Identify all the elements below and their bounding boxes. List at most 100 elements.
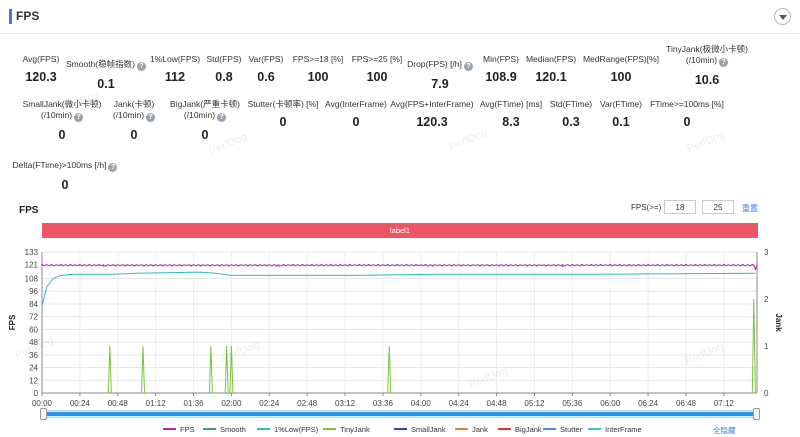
fps-point (751, 263, 754, 266)
fps-point (266, 264, 268, 267)
x-tick-label: 04:00 (411, 399, 432, 408)
stat-label: Avg(FPS) (22, 54, 60, 64)
stat-label: Avg(FPS+InterFrame) (390, 99, 474, 109)
stat-label: Jank(卡顿) (113, 99, 155, 109)
legend-item[interactable]: BigJank (498, 425, 542, 434)
legend-swatch (257, 428, 270, 430)
fps-point (441, 264, 444, 267)
fps-point (516, 264, 519, 267)
stat-label: 1%Low(FPS) (149, 54, 201, 64)
stat-label: Min(FPS) (483, 54, 519, 64)
stat-value: 0.3 (562, 115, 580, 129)
legend-item[interactable]: Smooth (203, 425, 246, 434)
stat-value: 100 (610, 70, 632, 84)
legend-item[interactable]: Stutter (543, 425, 582, 434)
x-tick-label: 05:36 (562, 399, 583, 408)
stat-value: 0 (352, 115, 360, 129)
fps-point (450, 264, 453, 267)
hide-all-button[interactable]: 全隐藏 (713, 426, 736, 435)
fps-point (69, 263, 72, 266)
panel-header: FPS (0, 0, 800, 34)
fps-point (105, 264, 107, 267)
fps-point (228, 264, 230, 267)
legend-swatch (498, 428, 511, 430)
slider-right-handle[interactable] (753, 408, 760, 420)
x-tick-label: 06:48 (676, 399, 697, 408)
y-tick-label: 133 (25, 248, 39, 257)
fps-point (60, 263, 62, 266)
slider-left-handle[interactable] (40, 408, 47, 420)
fps-threshold-input-1[interactable] (664, 200, 696, 214)
fps-point (722, 263, 725, 266)
legend-item[interactable]: FPS (163, 425, 195, 434)
fps-point (713, 263, 716, 266)
y-tick-label: 121 (25, 261, 39, 270)
help-icon[interactable] (719, 58, 729, 67)
stat-item: Median(FPS) 120.1 (481, 54, 621, 84)
stat-value: 0 (58, 128, 66, 142)
stat-label: Std(FPS) (206, 54, 242, 64)
x-tick-label: 00:24 (70, 399, 91, 408)
x-tick-label: 01:36 (184, 399, 205, 408)
fps-point (656, 263, 659, 266)
stat-item: Smooth(稳帧指数) 0.1 (36, 54, 176, 91)
legend-item[interactable]: TinyJank (323, 425, 370, 434)
stat-value: 112 (164, 70, 186, 84)
fps-point (275, 264, 278, 267)
help-icon[interactable] (108, 163, 118, 172)
fps-point (88, 263, 91, 266)
slider-range-fill[interactable] (46, 412, 754, 416)
tinyjank-spike (229, 345, 234, 394)
stat-item: Std(FPS) 0.8 (154, 54, 294, 84)
y2-tick-label: 2 (764, 295, 769, 304)
fps-point (637, 263, 640, 266)
stat-item: Avg(FTime) [ms] 8.3 (441, 99, 581, 129)
stat-label: TinyJank(极微小卡顿) (666, 44, 748, 54)
legend-label: TinyJank (340, 425, 370, 434)
stat-value: 0 (683, 115, 691, 129)
help-icon[interactable] (74, 113, 84, 122)
fps-point (282, 263, 285, 266)
stat-label: FPS>=18 [%] (292, 54, 344, 64)
legend-label: BigJank (515, 425, 542, 434)
stat-item: Avg(FPS) 120.3 (0, 54, 111, 84)
fps-point (329, 263, 332, 266)
fps-point (685, 263, 687, 266)
label-band[interactable]: label1 (42, 223, 758, 238)
fps-point (609, 263, 612, 266)
stat-label: FPS>=25 [%] (351, 54, 403, 64)
stat-label: Var(FTime) (599, 99, 643, 109)
help-icon[interactable] (136, 62, 146, 71)
stat-label: BigJank(严重卡顿) (170, 99, 240, 109)
legend-label: FPS (180, 425, 195, 434)
legend-item[interactable]: Jank (455, 425, 488, 434)
fps-point (396, 263, 399, 266)
x-tick-label: 05:12 (524, 399, 545, 408)
stat-value: 0 (61, 178, 69, 192)
stat-value: 7.9 (431, 77, 449, 91)
series-line-1pct-low (41, 271, 756, 307)
fps-point (161, 264, 164, 267)
legend-swatch (203, 428, 216, 430)
stat-label: MedRange(FPS)[%] (582, 54, 660, 64)
fps-point (180, 264, 183, 267)
help-icon[interactable] (146, 113, 156, 122)
time-range-slider[interactable] (40, 408, 760, 420)
legend-item[interactable]: SmallJank (394, 425, 446, 434)
collapse-chevron-icon[interactable] (774, 8, 791, 25)
tinyjank-spike (107, 345, 112, 394)
stat-item: Delta(FTime)>100ms [/h] 0 (0, 155, 135, 192)
fps-point (142, 264, 145, 267)
stat-value: 8.3 (502, 115, 520, 129)
help-icon[interactable] (217, 113, 227, 122)
fps-threshold-input-2[interactable] (702, 200, 734, 214)
help-icon[interactable] (463, 62, 473, 71)
reset-button[interactable]: 重置 (742, 204, 758, 213)
legend-item[interactable]: InterFrame (588, 425, 642, 434)
legend-item[interactable]: 1%Low(FPS) (257, 425, 318, 434)
stat-item: FTime>=100ms [%] 0 (617, 99, 757, 129)
legend-swatch (163, 428, 176, 430)
fps-point (554, 264, 557, 267)
fps-point (41, 263, 43, 266)
